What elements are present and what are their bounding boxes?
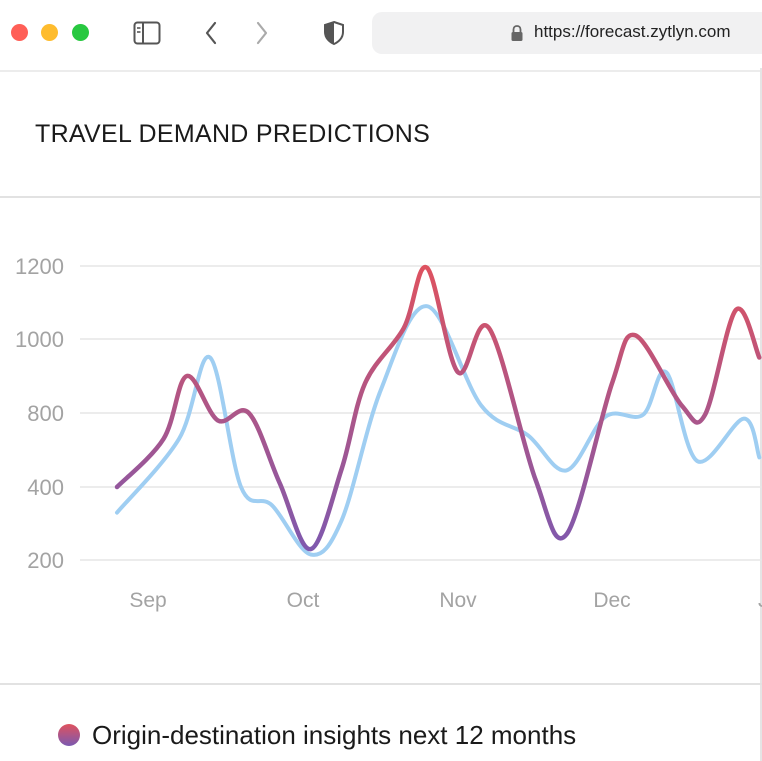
chart-legend: Origin-destination insights next 12 mont…: [58, 718, 576, 752]
y-tick-label: 200: [27, 548, 64, 573]
series-line-insights: [114, 264, 762, 552]
x-tick-label: Dec: [593, 589, 630, 612]
y-tick-label: 1200: [15, 254, 64, 279]
x-tick-label: Oct: [287, 589, 320, 612]
address-bar[interactable]: https://forecast.zytlyn.com: [372, 12, 762, 54]
browser-toolbar: https://forecast.zytlyn.com: [0, 0, 762, 68]
x-tick-label: Nov: [439, 589, 477, 612]
window-edge: [760, 68, 762, 761]
demand-line-chart: 1200 1000 800 400 200 Sep Oct Nov Dec J: [15, 254, 762, 612]
chevron-left-icon[interactable]: [196, 18, 226, 48]
lock-icon: [510, 24, 524, 47]
minimize-window-button[interactable]: [41, 24, 58, 41]
y-tick-label: 800: [27, 401, 64, 426]
legend-label: Origin-destination insights next 12 mont…: [92, 719, 577, 750]
shield-icon[interactable]: [319, 18, 349, 48]
series-line-secondary: [115, 304, 762, 557]
maximize-window-button[interactable]: [72, 24, 89, 41]
close-window-button[interactable]: [11, 24, 28, 41]
y-tick-label: 400: [27, 475, 64, 500]
x-tick-label: J: [758, 589, 762, 612]
y-tick-label: 1000: [15, 327, 64, 352]
header-divider: [0, 196, 762, 198]
page-title: TRAVEL DEMAND PREDICTIONS: [35, 120, 431, 148]
toolbar-divider: [0, 70, 762, 72]
legend-swatch: [58, 724, 80, 746]
sidebar-icon[interactable]: [132, 18, 162, 48]
x-tick-label: Sep: [129, 589, 166, 612]
address-url: https://forecast.zytlyn.com: [534, 22, 731, 41]
chevron-right-icon[interactable]: [247, 18, 277, 48]
footer-divider: [0, 683, 762, 685]
